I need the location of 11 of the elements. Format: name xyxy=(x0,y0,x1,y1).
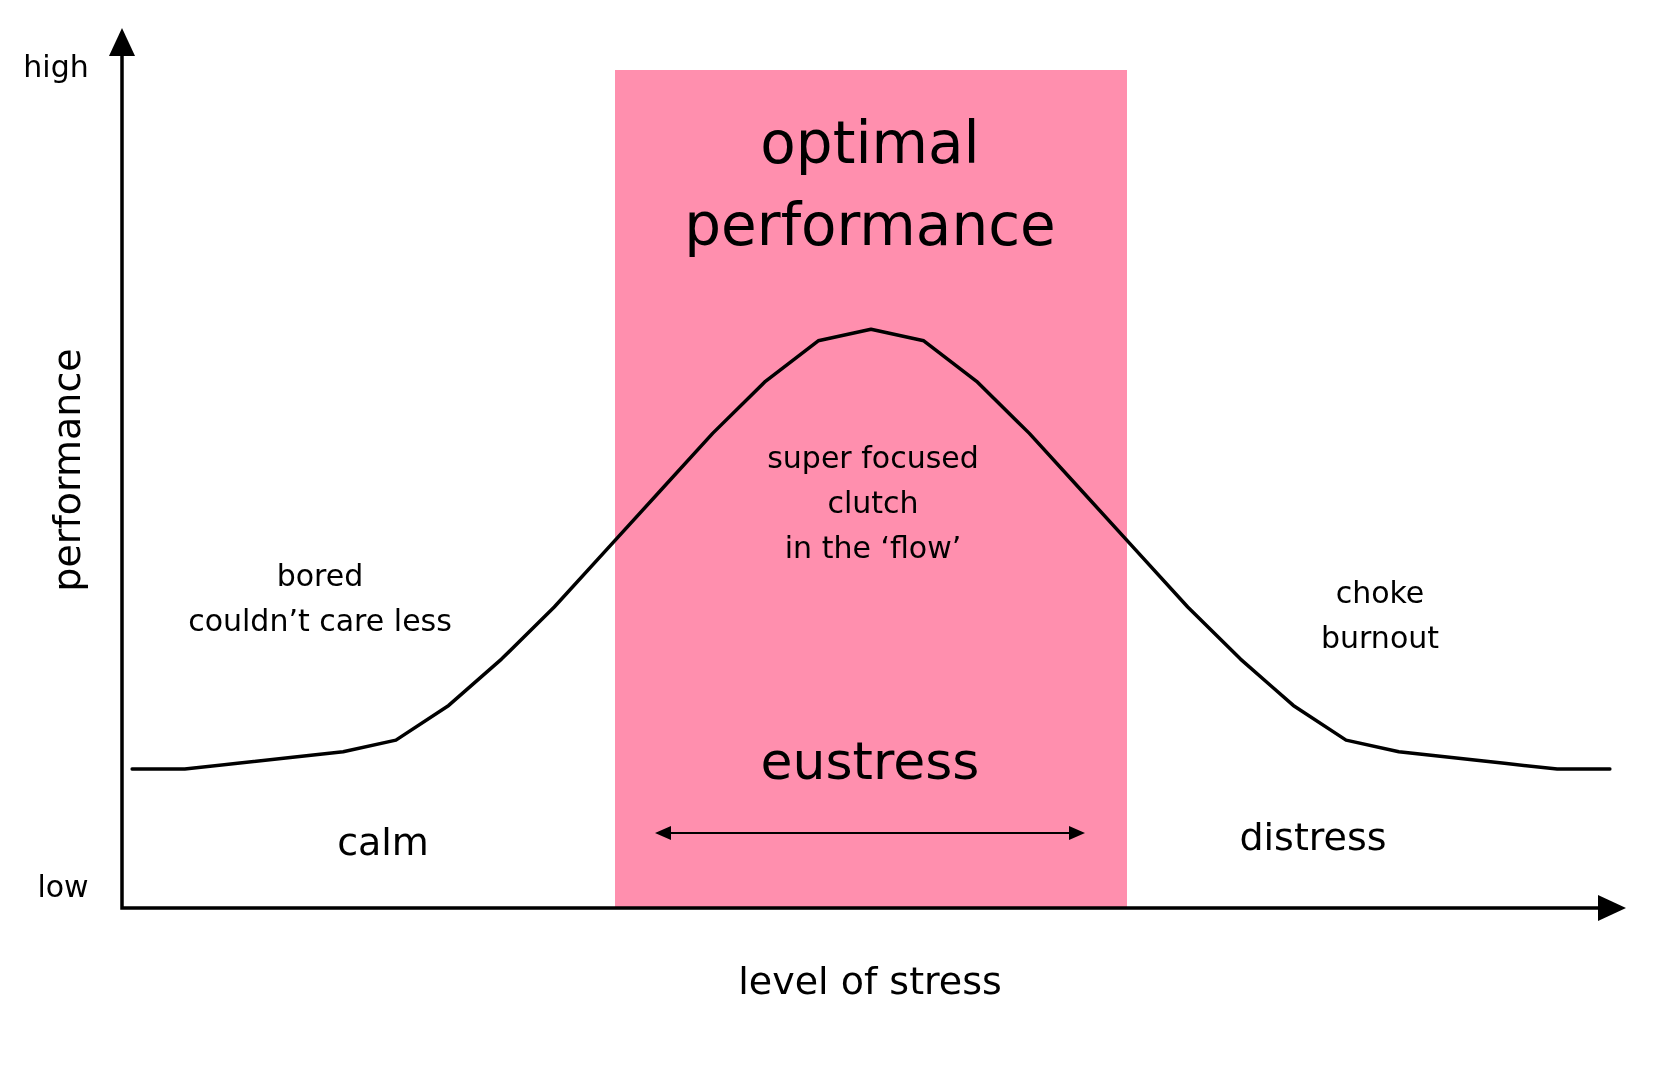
text: low xyxy=(37,868,89,904)
x-axis-title: level of stress xyxy=(738,958,1002,1003)
y-axis-title: performance xyxy=(44,348,89,592)
text: optimal performance xyxy=(684,109,1056,260)
annotation: bored couldn’t care less xyxy=(188,557,452,638)
annotation: choke burnout xyxy=(1320,574,1440,655)
annotation: super focused clutch in the ‘flow’ xyxy=(767,439,979,565)
text: high xyxy=(23,48,89,84)
annotation: calm xyxy=(337,819,429,864)
annotation: distress xyxy=(1239,814,1387,859)
annotation: eustress xyxy=(760,730,980,791)
